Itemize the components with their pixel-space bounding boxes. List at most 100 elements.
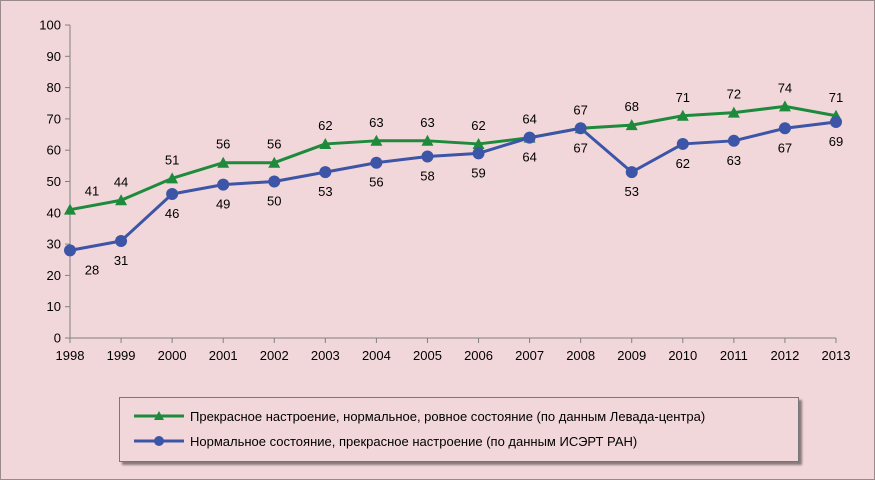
x-tick-label: 2001	[209, 348, 238, 363]
triangle-marker	[676, 109, 689, 121]
series-lines	[69, 104, 837, 252]
circle-marker	[421, 150, 434, 163]
x-tick-label: 2012	[770, 348, 799, 363]
y-tick-label: 30	[47, 237, 61, 252]
circle-marker	[574, 122, 587, 135]
circle-marker	[625, 166, 638, 179]
data-label: 41	[85, 184, 99, 199]
circle-marker	[268, 175, 281, 188]
data-label: 74	[778, 80, 792, 95]
triangle-marker	[115, 194, 128, 206]
series-markers	[64, 100, 842, 257]
circle-marker	[778, 122, 791, 135]
triangle-marker	[472, 137, 485, 149]
data-label: 67	[573, 102, 587, 117]
circle-marker	[523, 131, 536, 144]
data-label: 59	[471, 165, 485, 180]
data-label: 62	[471, 118, 485, 133]
tick-labels: 0 10 20 30 40 50 60 70 80 90 100 1998 1999 2000 2001 20…	[39, 18, 850, 364]
legend-swatch-levada	[134, 411, 184, 420]
x-tick-label: 2003	[311, 348, 340, 363]
data-label: 64	[522, 150, 536, 165]
circle-marker	[676, 137, 689, 150]
series-line-0	[69, 104, 837, 212]
circle-marker	[64, 244, 76, 257]
line-chart: 0 10 20 30 40 50 60 70 80 90 100 1998 1999 2000 2001 20…	[39, 18, 850, 364]
x-tick-label: 2007	[515, 348, 544, 363]
circle-marker	[115, 234, 128, 247]
data-label: 62	[676, 156, 690, 171]
x-tick-label: 2002	[260, 348, 289, 363]
triangle-marker	[421, 134, 434, 146]
triangle-marker	[217, 156, 230, 168]
axes	[65, 24, 837, 343]
circle-marker	[472, 147, 485, 160]
series-line-1	[69, 120, 837, 252]
y-tick-label: 50	[47, 174, 61, 189]
data-label: 63	[369, 115, 383, 130]
y-tick-label: 0	[54, 331, 61, 346]
triangle-marker	[268, 156, 281, 168]
triangle-marker	[778, 100, 791, 112]
y-tick-label: 90	[47, 49, 61, 64]
legend-item-levada: Прекрасное настроение, нормальное, ровно…	[132, 406, 705, 426]
data-label: 67	[573, 140, 587, 155]
data-label: 62	[318, 118, 332, 133]
data-label: 56	[216, 137, 230, 152]
x-tick-label: 2005	[413, 348, 442, 363]
x-tick-label: 2010	[668, 348, 697, 363]
x-tick-label: 2008	[566, 348, 595, 363]
triangle-marker	[166, 172, 179, 184]
circle-marker	[166, 188, 179, 201]
data-label: 71	[676, 90, 690, 105]
data-label: 44	[114, 174, 128, 189]
data-label: 50	[267, 194, 281, 209]
data-label: 53	[624, 184, 638, 199]
y-tick-label: 10	[47, 299, 61, 314]
circle-marker	[727, 134, 740, 147]
data-label: 63	[420, 115, 434, 130]
data-label: 53	[318, 184, 332, 199]
triangle-marker	[625, 119, 638, 131]
y-tick-label: 40	[47, 205, 61, 220]
data-label: 46	[165, 206, 179, 221]
x-tick-label: 2004	[362, 348, 391, 363]
y-tick-label: 80	[47, 80, 61, 95]
data-label: 63	[727, 153, 741, 168]
x-tick-label: 2009	[617, 348, 646, 363]
triangle-marker	[370, 134, 383, 146]
legend: Прекрасное настроение, нормальное, ровно…	[119, 397, 799, 462]
x-tick-label: 1999	[107, 348, 136, 363]
data-label: 28	[85, 262, 99, 277]
circle-marker	[319, 166, 332, 179]
circle-marker	[370, 156, 383, 169]
x-tick-label: 1998	[56, 348, 85, 363]
data-label: 56	[369, 175, 383, 190]
x-tick-label: 2006	[464, 348, 493, 363]
data-label: 58	[420, 168, 434, 183]
legend-label-isert: Нормальное состояние, прекрасное настрое…	[190, 433, 638, 449]
y-tick-label: 20	[47, 268, 61, 283]
data-label: 68	[624, 99, 638, 114]
data-labels: 41 44 51 56 56 62 63 63 62 64 67 68 71 72 74 71 28 31 46 49…	[85, 80, 843, 277]
data-label: 72	[727, 87, 741, 102]
legend-swatch-isert	[134, 436, 184, 446]
data-label: 49	[216, 197, 230, 212]
legend-item-iseрт: Нормальное состояние, прекрасное настрое…	[132, 431, 637, 451]
triangle-marker	[319, 137, 332, 149]
legend-label-levada: Прекрасное настроение, нормальное, ровно…	[190, 408, 706, 424]
data-label: 56	[267, 137, 281, 152]
data-label: 31	[114, 253, 128, 268]
data-label: 64	[522, 112, 536, 127]
data-label: 67	[778, 140, 792, 155]
x-tick-label: 2011	[720, 348, 748, 363]
y-tick-label: 100	[39, 18, 61, 33]
x-tick-label: 2000	[158, 348, 187, 363]
circle-marker	[217, 178, 230, 191]
triangle-marker	[64, 203, 76, 215]
triangle-marker	[727, 106, 740, 118]
x-tick-label: 2013	[822, 348, 851, 363]
data-label: 71	[829, 90, 843, 105]
y-tick-label: 70	[47, 111, 61, 126]
data-label: 69	[829, 134, 843, 149]
